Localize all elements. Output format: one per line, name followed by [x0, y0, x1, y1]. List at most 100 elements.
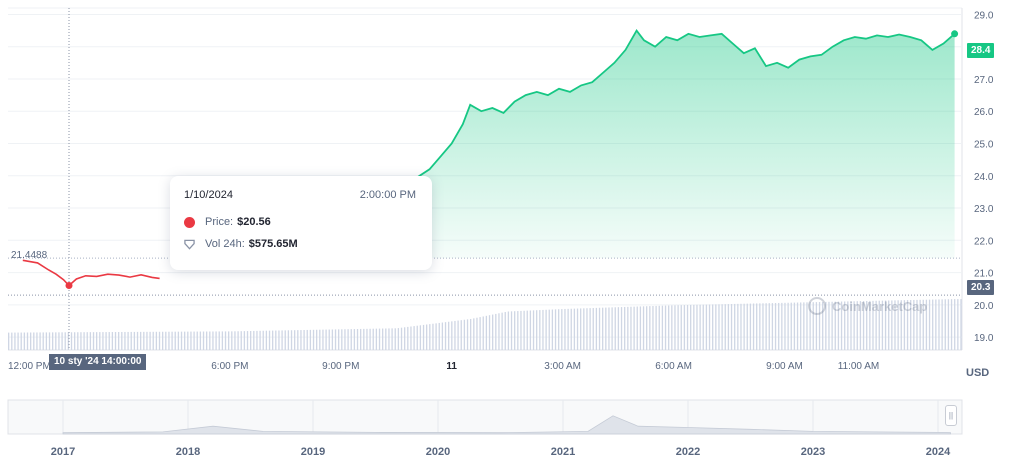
grid-lines [8, 7, 963, 351]
volume-bar [14, 332, 16, 350]
volume-bar [328, 329, 330, 350]
volume-bar [372, 328, 374, 350]
volume-bar [278, 330, 280, 350]
volume-bar [605, 307, 607, 350]
volume-bar [322, 329, 324, 350]
volume-bar [309, 329, 312, 350]
volume-bar [155, 331, 158, 350]
volume-bar [218, 331, 220, 350]
volume-bar [146, 331, 148, 350]
volume-bar [878, 300, 880, 350]
volume-bar [545, 309, 547, 350]
volume-bar [900, 300, 902, 350]
volume-bar [366, 328, 368, 350]
volume-bar [960, 299, 962, 350]
volume-bar [633, 306, 635, 350]
volume-bar [595, 307, 598, 350]
volume-bar [262, 330, 264, 350]
volume-bar [300, 330, 302, 350]
red-dot-icon [184, 216, 195, 228]
volume-bar [11, 332, 13, 350]
volume-bar [17, 332, 19, 350]
navigator-year-label: 2023 [801, 446, 825, 458]
volume-bar [149, 331, 151, 350]
volume-bar [809, 302, 811, 350]
volume-bar [573, 308, 576, 350]
volume-bar [70, 332, 73, 350]
volume-bar [485, 315, 488, 350]
volume-bar [696, 304, 698, 350]
volume-bar [947, 299, 950, 350]
volume-bar [756, 303, 758, 350]
y-tick-label: 20.0 [974, 301, 994, 312]
volume-bar [844, 301, 846, 350]
volume-bar [294, 330, 296, 350]
volume-bar [856, 301, 858, 350]
volume-bar [913, 299, 915, 350]
crosshair-time-label: 10 sty '24 14:00:00 [49, 354, 147, 370]
volume-bar [422, 324, 425, 350]
volume-bar [385, 328, 387, 350]
x-axis-ticks: 12:00 PM 6:00 PM 9:00 PM 11 3:00 AM 6:00 AM 9:… [8, 361, 879, 372]
volume-bar [441, 322, 444, 350]
volume-bar [426, 324, 428, 350]
volume-bar [168, 331, 170, 350]
volume-bar [290, 330, 293, 350]
volume-bar [903, 300, 906, 350]
volume-bar [460, 320, 462, 350]
volume-bar [636, 306, 638, 350]
volume-bar [800, 302, 802, 350]
volume-bar [639, 306, 642, 350]
volume-bar [536, 310, 538, 350]
navigator-chart[interactable]: 2017 2018 2019 2020 2021 2022 2023 2024 [0, 396, 1014, 469]
volume-bar [526, 310, 528, 350]
volume-bar [228, 331, 230, 350]
tooltip-price-label: Price: [205, 216, 234, 228]
volume-bar [894, 300, 896, 350]
volume-bar [705, 304, 708, 350]
volume-bar [847, 301, 849, 350]
hover-point [65, 281, 73, 289]
volume-bar [592, 308, 594, 350]
last-price-badge: 28.4 [967, 43, 995, 58]
navigator-frame [7, 399, 963, 435]
drag-handle-icon[interactable]: || [945, 405, 957, 426]
volume-bar [743, 303, 745, 350]
volume-bar [941, 299, 943, 350]
price-line [22, 28, 956, 287]
volume-bar [360, 328, 362, 350]
volume-bar [922, 299, 924, 350]
volume-bar [356, 328, 359, 350]
volume-bar [944, 299, 946, 350]
volume-bar [718, 304, 720, 350]
volume-bar [950, 299, 953, 350]
volume-bar [284, 330, 286, 350]
volume-bar [740, 303, 742, 350]
volume-bar [435, 323, 437, 350]
volume-bar [89, 332, 92, 350]
volume-bar [664, 305, 667, 350]
volume-bar [564, 308, 566, 350]
tooltip-volume-label: Vol 24h: [205, 238, 245, 250]
volume-bar [683, 305, 686, 350]
volume-bar [281, 330, 283, 350]
volume-bar [881, 300, 884, 350]
volume-bar [306, 329, 308, 350]
x-tick-label: 11:00 AM [838, 361, 880, 372]
volume-bar [111, 332, 114, 350]
price-chart[interactable]: 19.020.021.022.023.024.025.026.027.028.0… [0, 0, 1014, 396]
volume-bar [504, 312, 506, 350]
y-tick-label: 25.0 [974, 140, 994, 151]
volume-bar [642, 306, 645, 350]
price-area [370, 30, 955, 259]
volume-bar [787, 302, 789, 350]
volume-bar [938, 299, 940, 350]
crosshair-price-badge: 20.3 [967, 280, 995, 295]
watermark-text: CoinMarketCap [832, 298, 928, 314]
volume-bar [193, 331, 195, 350]
volume-bar [108, 332, 110, 350]
markers [65, 30, 959, 289]
volume-bar [96, 332, 98, 350]
volume-bar [20, 332, 22, 350]
volume-bar [897, 300, 899, 350]
